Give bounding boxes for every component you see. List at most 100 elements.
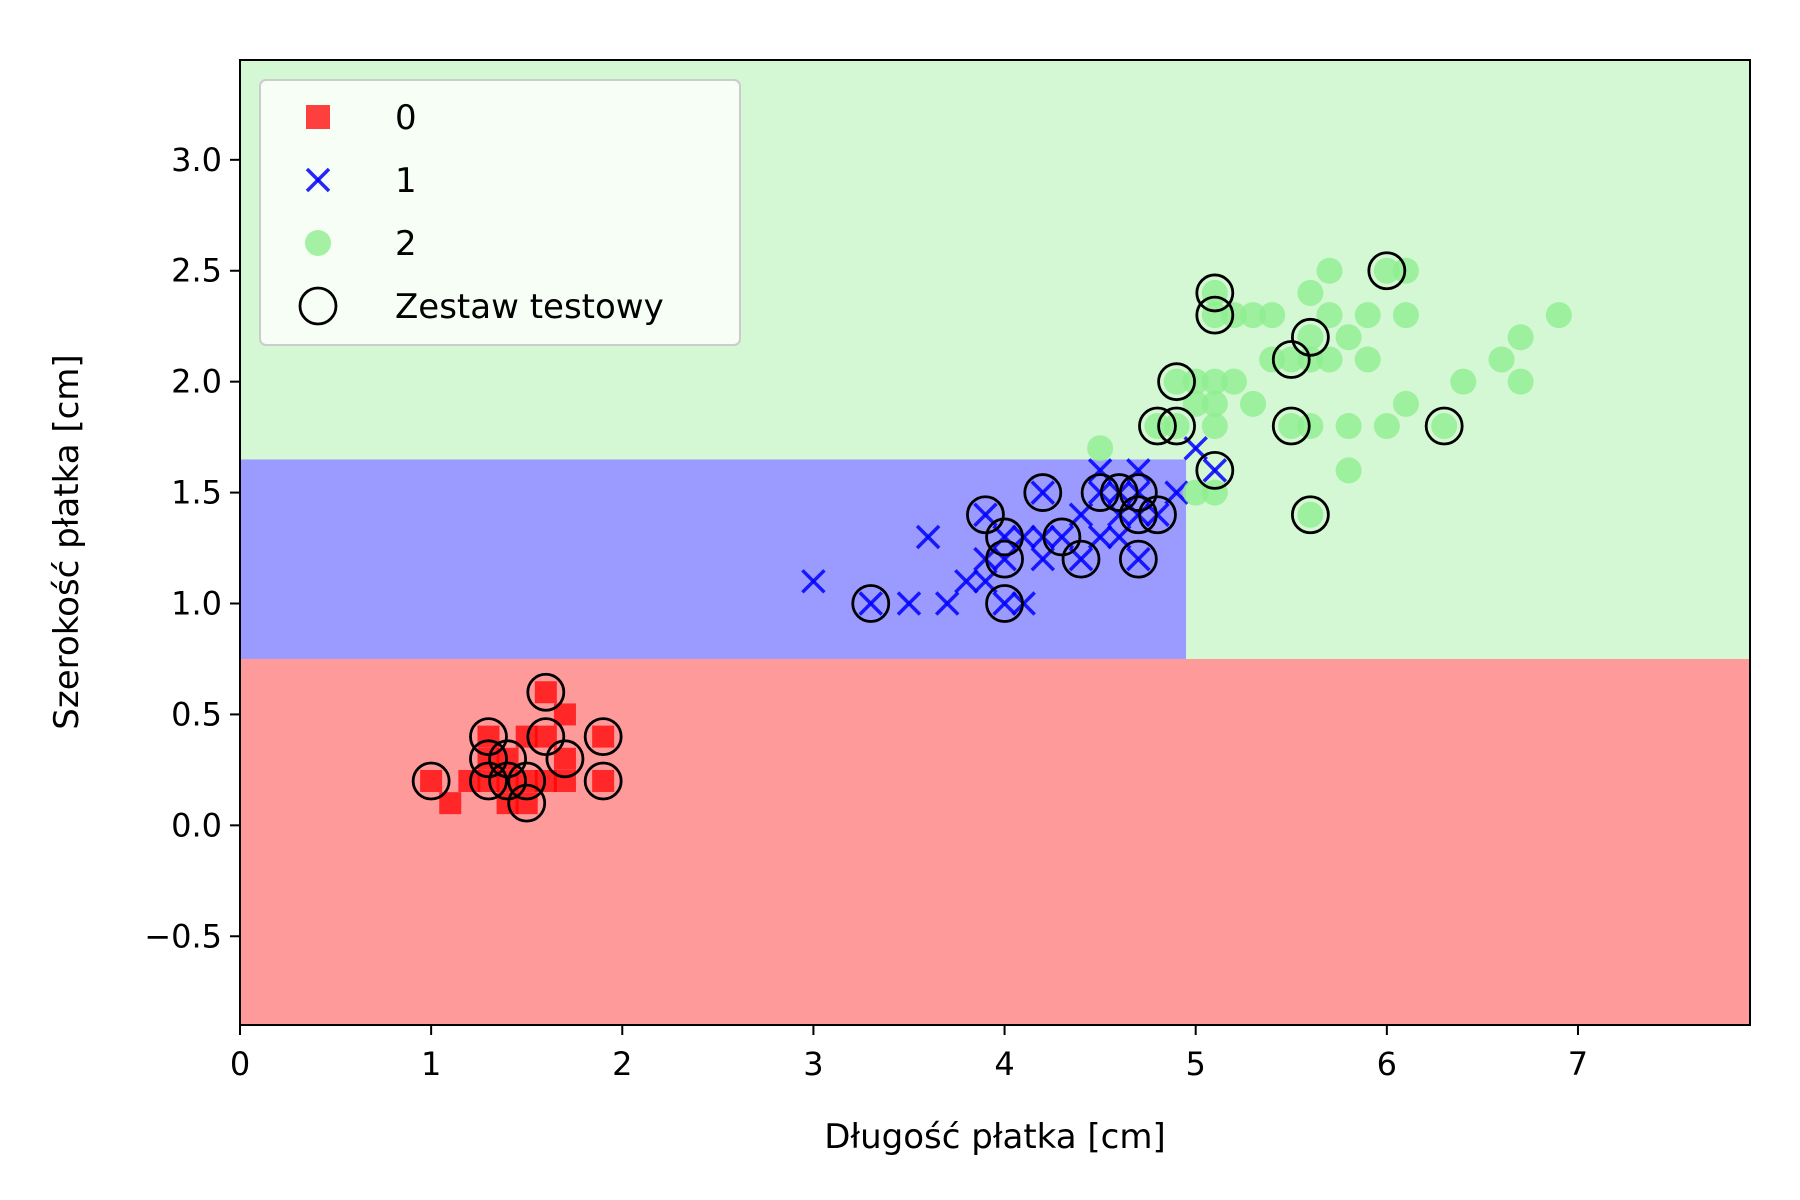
point-2-10 — [1201, 368, 1228, 395]
point-3-29 — [1157, 362, 1196, 402]
legend-marker-3 — [298, 286, 338, 326]
x-tick-label-7: 7 — [1568, 1045, 1588, 1083]
point-3-34 — [1271, 340, 1311, 379]
decision-region-1-1 — [240, 459, 1187, 659]
point-1-18-stroke-b — [1068, 546, 1094, 572]
point-3-18 — [1023, 473, 1063, 512]
point-2-7 — [1201, 479, 1228, 506]
legend-label-3: Zestaw testowy — [395, 287, 664, 327]
point-3-16 — [985, 539, 1024, 579]
point-2-35 — [1373, 257, 1400, 284]
point-3-23 — [1118, 539, 1158, 579]
point-3-20 — [1061, 539, 1101, 579]
point-3-38 — [1424, 406, 1464, 446]
point-2-3 — [1163, 368, 1190, 395]
point-1-0 — [801, 569, 826, 594]
series-2 — [1087, 257, 1572, 528]
legend-marker-1-stroke-b — [305, 167, 331, 193]
point-3-3 — [469, 717, 508, 757]
point-2-16 — [1240, 302, 1267, 329]
x-tick-label-0: 0 — [230, 1045, 250, 1083]
point-3-1 — [469, 761, 508, 801]
x-axis-label: Długość płatka [cm] — [824, 1117, 1165, 1157]
point-3-9 — [526, 672, 566, 712]
point-3-25 — [1118, 473, 1158, 512]
point-1-32-stroke-b — [1183, 435, 1208, 461]
y-tick-label-3: 1.0 — [171, 585, 222, 623]
series-3 — [411, 251, 1464, 823]
x-tick-label-4: 4 — [994, 1045, 1014, 1083]
point-1-26-stroke-b — [1126, 546, 1151, 572]
point-3-8 — [526, 717, 566, 757]
point-3-19 — [1042, 517, 1082, 557]
point-3-26 — [1138, 495, 1177, 535]
x-tick-label-2: 2 — [612, 1045, 632, 1083]
x-tick-label-1: 1 — [421, 1045, 441, 1083]
point-3-30 — [1195, 451, 1235, 490]
point-2-4 — [1182, 479, 1209, 506]
point-2-37 — [1392, 302, 1419, 329]
x-axis: 0 1 2 3 4 5 6 7 — [230, 1025, 1588, 1083]
point-3-17 — [985, 517, 1024, 557]
point-3-21 — [1080, 473, 1120, 512]
point-1-11-stroke-b — [992, 524, 1017, 550]
point-2-27 — [1316, 302, 1343, 329]
legend: 0 1 2 Zestaw testowy — [259, 79, 741, 346]
point-2-29 — [1335, 457, 1362, 484]
point-2-9 — [1201, 390, 1228, 417]
point-2-8 — [1201, 413, 1228, 440]
point-1-0-stroke-b — [801, 569, 826, 594]
point-2-13 — [1220, 368, 1247, 395]
point-2-20 — [1278, 346, 1305, 373]
point-2-36 — [1392, 390, 1419, 417]
point-2-31 — [1335, 324, 1362, 351]
point-3-24 — [1118, 495, 1158, 535]
x-tick-label-6: 6 — [1377, 1045, 1397, 1083]
point-2-39 — [1431, 413, 1458, 440]
point-1-3-stroke-b — [915, 524, 941, 550]
decision-regions — [240, 60, 1750, 1025]
data-points — [411, 251, 1572, 823]
point-1-26 — [1126, 546, 1151, 572]
point-0-1 — [439, 792, 462, 815]
point-3-14 — [966, 495, 1005, 535]
point-0-16 — [553, 747, 576, 770]
point-0-19 — [592, 725, 615, 748]
point-3-31 — [1195, 295, 1235, 335]
point-1-4 — [934, 591, 960, 616]
point-2-15 — [1240, 390, 1267, 417]
y-tick-label-4: 1.5 — [171, 474, 222, 512]
point-3-32 — [1195, 273, 1235, 313]
y-axis-label: Szerokość płatka [cm] — [47, 354, 87, 729]
y-tick-label-6: 2.5 — [171, 252, 222, 290]
point-0-17 — [553, 703, 576, 726]
point-3-28 — [1157, 406, 1196, 446]
point-1-4-stroke-b — [934, 591, 960, 616]
point-2-43 — [1507, 324, 1534, 351]
y-tick-label-5: 2.0 — [171, 363, 222, 401]
legend-label-1: 1 — [395, 161, 417, 201]
legend-marker-2 — [305, 230, 331, 256]
point-2-21 — [1297, 501, 1324, 528]
point-1-5 — [954, 569, 979, 594]
y-tick-label-7: 3.0 — [171, 141, 222, 179]
point-3-6 — [507, 783, 547, 823]
point-2-28 — [1316, 257, 1343, 284]
point-0-14 — [534, 681, 557, 704]
point-0-0 — [420, 769, 443, 792]
point-3-13 — [851, 584, 891, 623]
point-3-33 — [1271, 406, 1311, 446]
point-3-37 — [1367, 251, 1407, 291]
point-3-15 — [985, 584, 1024, 623]
point-3-10 — [545, 739, 585, 779]
legend-label-0: 0 — [395, 98, 417, 138]
point-3-7 — [507, 761, 547, 801]
point-3-11 — [583, 761, 623, 801]
point-3-36 — [1290, 317, 1330, 357]
point-2-33 — [1354, 302, 1381, 329]
point-1-17-stroke-b — [1049, 524, 1075, 550]
point-1-9-stroke-b — [992, 591, 1017, 616]
legend-box — [259, 79, 741, 346]
point-1-2 — [896, 591, 922, 616]
point-0-15 — [553, 769, 576, 792]
